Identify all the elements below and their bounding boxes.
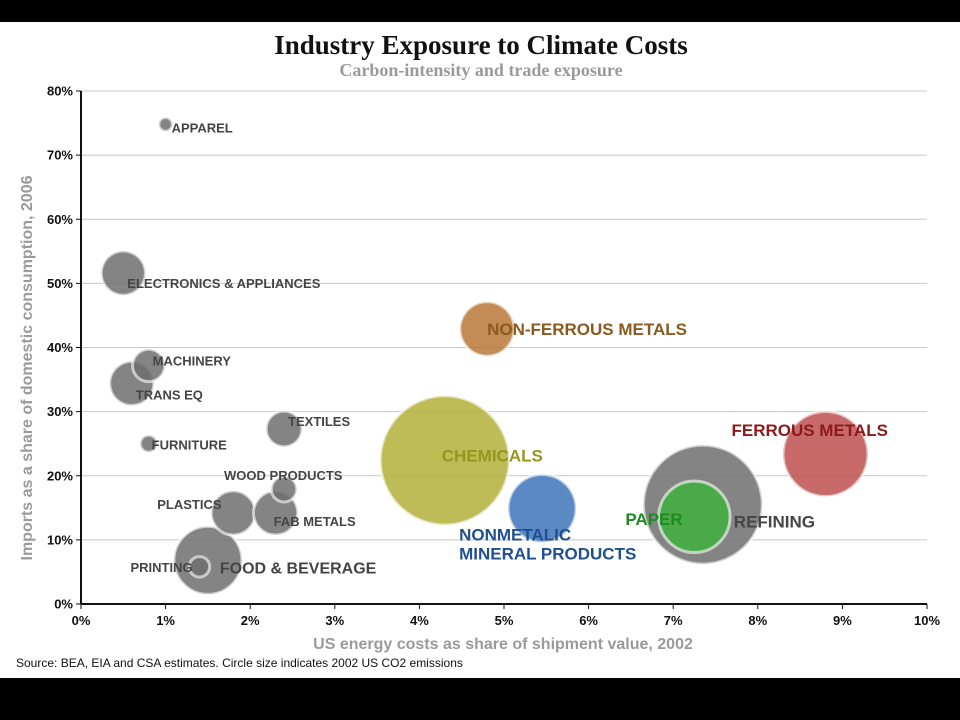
bubble [187,555,212,579]
bubble-label-line2: MINERAL PRODUCTS [459,544,636,563]
bubble-label: MACHINERY [153,353,232,368]
bubble-label: ELECTRONICS & APPLIANCES [127,276,320,291]
slide: Industry Exposure to Climate Costs Carbo… [0,22,960,678]
bubble-label: FOOD & BEVERAGE [220,560,377,577]
bubble-label: TRANS EQ [136,387,203,402]
bubble [657,479,732,554]
bubble-label: TEXTILES [288,414,350,429]
grid-lines [81,90,927,541]
bubble-label: PRINTING [130,560,192,575]
y-tick-label: 70% [47,148,73,163]
bubble [99,249,147,297]
y-tick-label: 40% [47,340,73,355]
x-tick-label: 8% [748,613,767,628]
x-tick-label: 3% [325,613,344,628]
y-tick-label: 80% [47,84,73,99]
bubble [131,347,167,384]
bubble-label: FAB METALS [274,514,356,529]
bubble-label: APPAREL [172,120,233,135]
bubble [458,300,516,358]
x-tick-label: 9% [833,613,852,628]
bubble [264,409,304,449]
bubble-label: REFINING [734,513,815,532]
x-axis-title: US energy costs as share of shipment val… [313,636,693,653]
x-tick-label: 5% [495,613,514,628]
x-tick-label: 2% [241,613,260,628]
bubble-label: NON-FERROUS METALS [487,320,687,339]
bubble-label: PAPER [625,510,682,529]
bubble [506,472,578,544]
x-tick-label: 0% [72,613,91,628]
chart-title: Industry Exposure to Climate Costs [274,30,688,60]
y-tick-label: 30% [47,404,73,419]
bubble [378,394,511,527]
bubble-label: PLASTICS [157,497,222,512]
source-note: Source: BEA, EIA and CSA estimates. Circ… [16,656,463,670]
bubble-label: FERROUS METALS [731,421,887,440]
chart-subtitle: Carbon-intensity and trade exposure [339,60,622,80]
y-tick-label: 10% [47,532,73,547]
x-tick-label: 1% [156,613,175,628]
axes: 0% 10% 20% 30% 40% 50% 60% 70% 80% 0% 1% 2% 3% 4% 5% 6%… [47,84,940,629]
x-tick-label: 4% [410,613,429,628]
bubble [781,409,870,498]
chart: Industry Exposure to Climate Costs Carbo… [16,30,940,670]
bubble [157,116,174,133]
x-tick-label: 10% [914,613,940,628]
bubble [138,433,159,454]
bubble-label: WOOD PRODUCTS [224,468,343,483]
y-tick-label: 60% [47,212,73,227]
y-axis-title: Imports as a share of domestic consumpti… [19,175,36,560]
y-tick-label: 20% [47,468,73,483]
x-tick-label: 7% [664,613,683,628]
bubbles [99,116,870,596]
bubble-labels: APPAREL ELECTRONICS & APPLIANCES MACHINERY… [127,120,888,577]
bubble-label: NONMETALIC [459,525,571,544]
y-tick-label: 50% [47,276,73,291]
x-tick-label: 6% [579,613,598,628]
bubble-label: CHEMICALS [442,446,543,465]
y-tick-label: 0% [54,597,73,612]
bubble-label: FURNITURE [152,438,227,453]
bubble [269,474,299,504]
